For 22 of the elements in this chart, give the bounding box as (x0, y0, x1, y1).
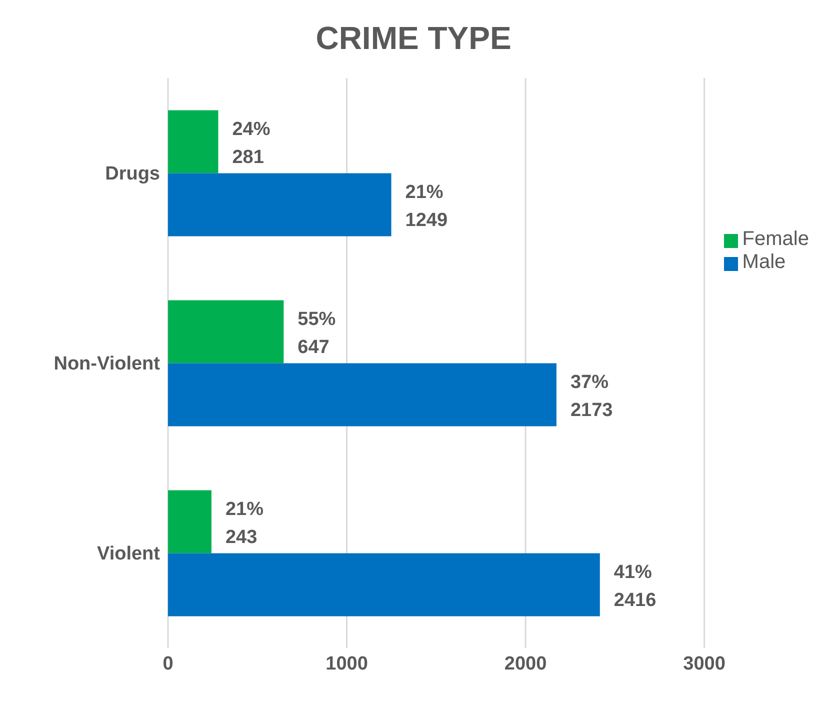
x-tick-label: 3000 (683, 653, 726, 674)
data-label: 21% 243 (225, 498, 264, 548)
data-label: 37% 2173 (570, 371, 613, 420)
bar (168, 363, 556, 426)
legend-label: Female (742, 228, 809, 250)
data-label: 24% 281 (232, 118, 270, 168)
x-tick-label: 1000 (326, 653, 368, 674)
bar (168, 173, 392, 236)
data-label: 21% 1249 (405, 181, 448, 230)
y-tick-label: Violent (97, 544, 161, 565)
bar (168, 490, 212, 554)
data-label: 41% 2416 (614, 561, 656, 610)
x-tick-label: 2000 (504, 653, 547, 674)
y-tick-label: Drugs (105, 164, 160, 185)
legend-label: Male (742, 251, 786, 273)
x-tick-label: 0 (162, 653, 174, 674)
data-label: 55% 647 (298, 308, 336, 358)
y-tick-label: Non-Violent (54, 354, 161, 375)
bar (168, 300, 284, 364)
chart-title: CRIME TYPE (314, 19, 512, 58)
bar (168, 110, 218, 174)
bar (168, 553, 600, 616)
